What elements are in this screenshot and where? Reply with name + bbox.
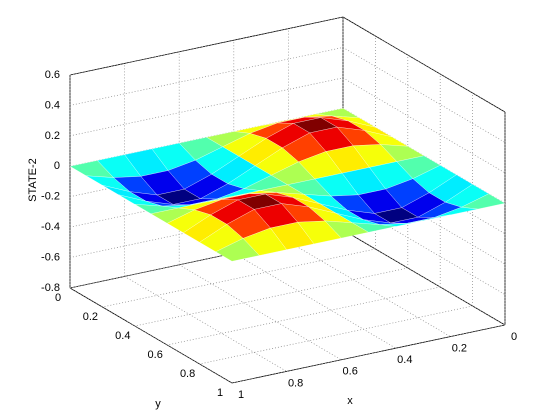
z-tick-label: -0.6 [41,251,60,263]
x-tick-label: 0.4 [397,354,412,366]
grid-line [69,47,344,106]
x-tick-label: 0.6 [343,366,358,378]
surface-cell [215,238,260,262]
y-axis-label: y [155,398,161,410]
y-tick-label: 0.2 [83,311,98,323]
z-tick-label: 0 [54,160,60,172]
grid-line [167,286,441,346]
z-tick-label: -0.4 [41,221,60,233]
z-tick-label: 0.4 [45,99,60,111]
x-tick-label: 1 [238,389,244,401]
grid-line [69,287,233,384]
grid-line [134,267,408,327]
grid-line [342,229,506,326]
x-tick-label: 0.8 [288,377,303,389]
y-tick-label: 0 [55,292,61,304]
y-tick-label: 0.4 [115,330,130,342]
grid-line [199,305,473,365]
z-axis-label: STATE-2 [27,158,39,202]
x-tick-label: 0.2 [452,343,467,355]
grid-line [179,264,342,361]
x-axis-label: x [347,395,353,407]
grid-line [342,199,506,295]
z-tick-label: -0.8 [41,282,60,294]
grid-line [342,77,506,174]
y-tick-label: 0.6 [148,349,163,361]
grid-line [342,47,506,143]
grid-line [342,16,506,113]
y-tick-label: 0.8 [180,368,195,380]
z-tick-label: 0.2 [45,130,60,142]
axis-box [69,16,344,76]
y-tick-label: 1 [217,387,223,399]
grid-line [288,241,451,337]
z-tick-label: -0.2 [41,191,60,203]
grid-line [233,252,396,349]
grid-line [124,276,287,372]
axis-box [231,324,506,384]
x-tick-label: 0 [511,331,517,343]
z-tick-label: 0.6 [45,69,60,81]
